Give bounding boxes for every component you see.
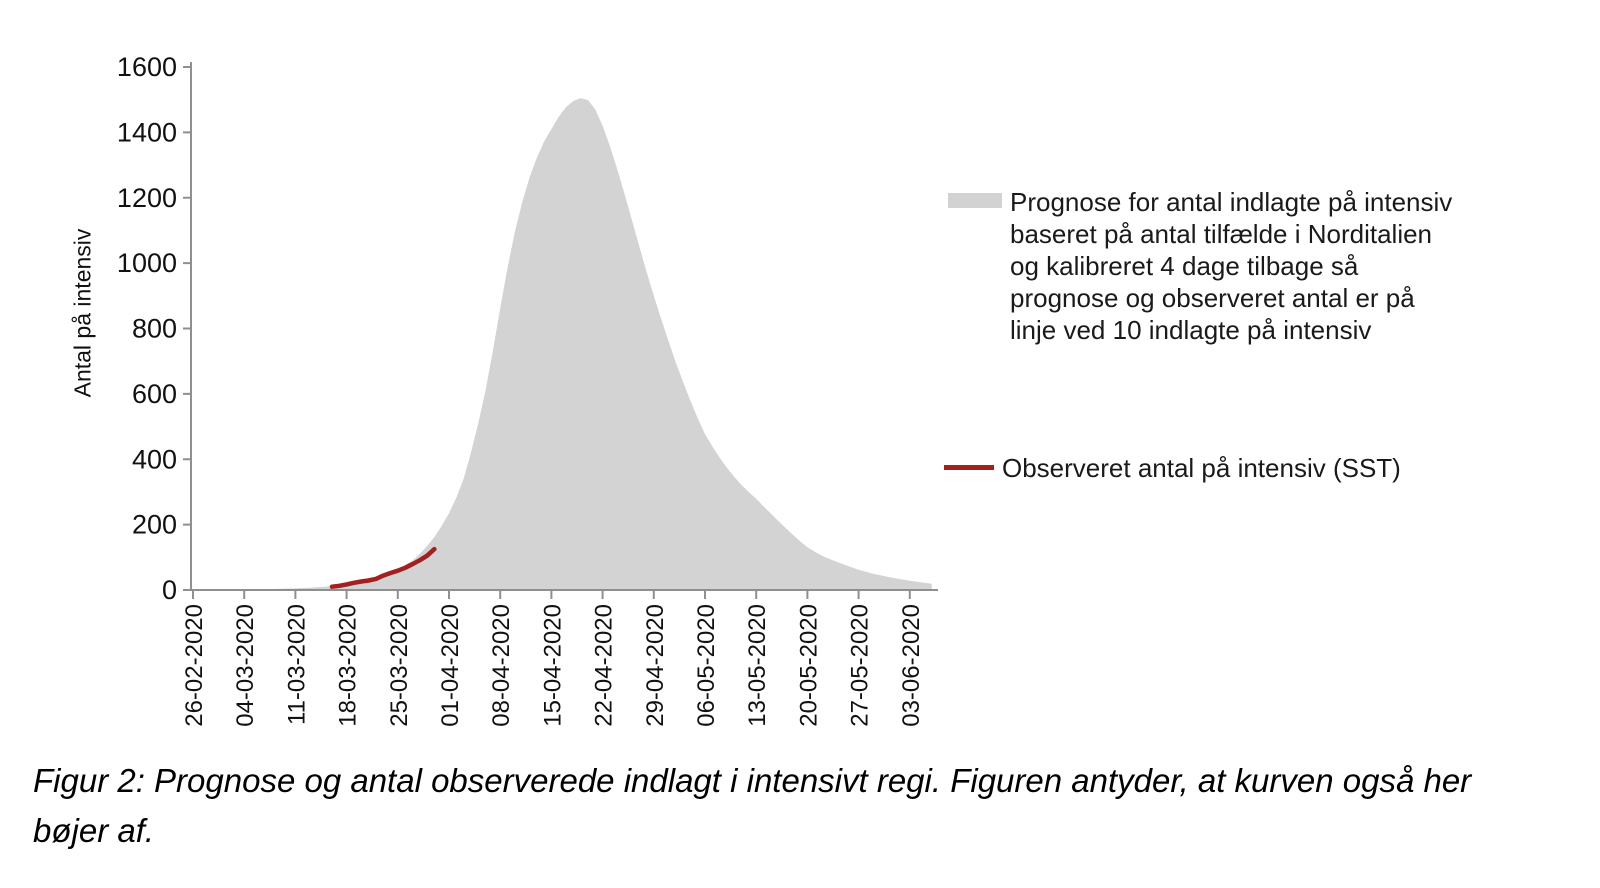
x-tick-label: 25-03-2020 (386, 604, 413, 727)
x-tick-label: 15-04-2020 (539, 604, 566, 727)
y-tick-label: 400 (132, 444, 177, 474)
gray-area-swatch (948, 193, 1002, 208)
x-tick-label: 20-05-2020 (795, 604, 822, 727)
legend-item-prognosis: Prognose for antal indlagte på intensiv … (948, 186, 1462, 346)
x-tick-label: 29-04-2020 (642, 604, 669, 727)
legend-label-prognosis: Prognose for antal indlagte på intensiv … (1010, 187, 1453, 345)
x-tick-label: 04-03-2020 (232, 604, 259, 727)
y-tick-label: 1000 (117, 248, 177, 278)
y-tick-label: 1600 (117, 52, 177, 82)
x-tick-label: 06-05-2020 (693, 604, 720, 727)
x-tick-label: 13-05-2020 (744, 604, 771, 727)
x-tick-label: 01-04-2020 (437, 604, 464, 727)
legend-item-observed: Observeret antal på intensiv (SST) (944, 452, 1401, 484)
y-tick-label: 800 (132, 314, 177, 344)
legend-label-observed: Observeret antal på intensiv (SST) (1002, 453, 1401, 483)
x-tick-label: 08-04-2020 (488, 604, 515, 727)
y-tick-label: 0 (162, 575, 177, 605)
x-tick-label: 22-04-2020 (591, 604, 618, 727)
observed-line (329, 546, 437, 589)
x-tick-label: 27-05-2020 (847, 604, 874, 727)
y-tick-label: 1200 (117, 183, 177, 213)
prognosis-area-shape (193, 98, 932, 590)
chart-plot: 0 200 400 600 800 1000 1200 1400 1600 26-02-2020 0… (117, 52, 938, 727)
x-tick-label: 18-03-2020 (335, 604, 362, 727)
y-tick-label: 200 (132, 510, 177, 540)
y-tick-label: 600 (132, 379, 177, 409)
x-tick-label: 03-06-2020 (898, 604, 925, 727)
x-tick-label: 11-03-2020 (283, 604, 310, 725)
red-line-swatch (944, 465, 994, 470)
y-axis-title: Antal på intensiv (69, 228, 96, 398)
y-tick-label: 1400 (117, 117, 177, 147)
x-tick-label: 26-02-2020 (181, 604, 208, 727)
figure-caption: Figur 2: Prognose og antal observerede i… (33, 762, 1472, 849)
